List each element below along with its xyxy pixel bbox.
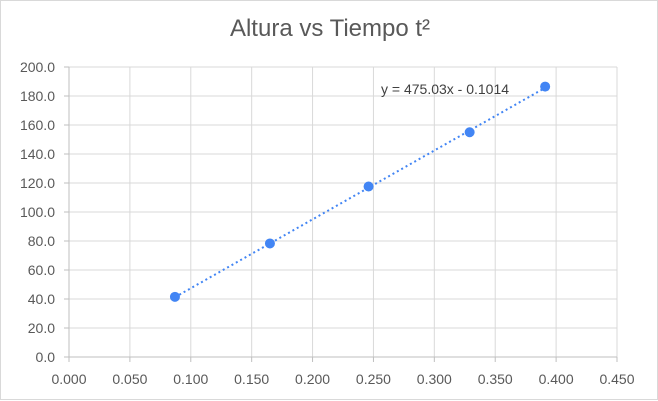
y-tick-label: 140.0 (20, 146, 55, 162)
y-tick-labels: 0.0 20.0 40.0 60.0 80.0 100.0 120.0 140.0 160.0 1… (20, 59, 55, 365)
data-point (169, 291, 180, 302)
x-tick-label: 0.450 (599, 371, 634, 387)
x-tick-label: 0.200 (295, 371, 330, 387)
x-tick-label: 0.250 (356, 371, 391, 387)
y-tick-label: 160.0 (20, 117, 55, 133)
data-point (540, 81, 551, 92)
grid-lines (68, 66, 618, 358)
trendline (174, 86, 546, 299)
data-point (264, 238, 275, 249)
y-tick-label: 0.0 (36, 349, 56, 365)
x-tick-label: 0.000 (51, 371, 86, 387)
y-tick-label: 120.0 (20, 175, 55, 191)
x-tick-label: 0.300 (417, 371, 452, 387)
chart-title: Altura vs Tiempo t² (229, 15, 431, 42)
data-points (169, 81, 551, 302)
data-point (363, 181, 374, 192)
x-tick-labels: 0.000 0.050 0.100 0.150 0.200 0.250 0.300 0.350… (51, 371, 634, 387)
x-tick-label: 0.150 (234, 371, 269, 387)
x-tick-label: 0.050 (112, 371, 147, 387)
x-tick-label: 0.400 (539, 371, 574, 387)
trendline-equation: y = 475.03x - 0.1014 (381, 81, 509, 97)
axes (64, 66, 618, 362)
trendline-path (174, 86, 546, 299)
x-tick-label: 0.350 (478, 371, 513, 387)
y-tick-label: 20.0 (28, 320, 55, 336)
y-tick-label: 60.0 (28, 262, 55, 278)
data-point (464, 127, 475, 138)
y-tick-label: 40.0 (28, 291, 55, 307)
y-tick-label: 200.0 (20, 59, 55, 75)
y-tick-label: 80.0 (28, 233, 55, 249)
x-tick-label: 0.100 (173, 371, 208, 387)
y-tick-label: 180.0 (20, 88, 55, 104)
y-tick-label: 100.0 (20, 204, 55, 220)
